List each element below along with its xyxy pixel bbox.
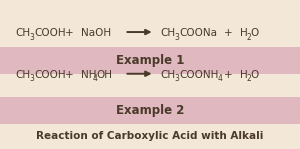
Text: 2: 2: [247, 74, 251, 83]
Text: Reaction of Carboxylic Acid with Alkali: Reaction of Carboxylic Acid with Alkali: [36, 131, 264, 141]
Text: CH: CH: [160, 69, 175, 80]
Text: +: +: [64, 69, 73, 80]
Text: COOH: COOH: [34, 28, 65, 38]
Text: 4: 4: [217, 74, 222, 83]
Bar: [0, 97, 300, 124]
Text: O: O: [250, 69, 259, 80]
Text: 2: 2: [247, 33, 251, 42]
Text: H: H: [240, 69, 248, 80]
Text: COONH: COONH: [179, 69, 219, 80]
Text: O: O: [250, 28, 259, 38]
Text: CH: CH: [15, 28, 30, 38]
Text: NaOH: NaOH: [81, 28, 111, 38]
Text: H: H: [240, 28, 248, 38]
Text: COONa: COONa: [179, 28, 218, 38]
Text: COOH: COOH: [34, 69, 65, 80]
Text: +: +: [224, 28, 232, 38]
Text: Example 2: Example 2: [116, 104, 184, 117]
Text: NH: NH: [81, 69, 97, 80]
Text: CH: CH: [160, 28, 175, 38]
Text: 4: 4: [92, 74, 97, 83]
Text: Example 1: Example 1: [116, 54, 184, 67]
Text: 3: 3: [29, 74, 34, 83]
Bar: [0, 47, 300, 74]
Text: +: +: [64, 28, 73, 38]
Text: OH: OH: [97, 69, 112, 80]
Text: +: +: [224, 69, 232, 80]
Text: CH: CH: [15, 69, 30, 80]
Text: 3: 3: [175, 74, 179, 83]
Text: 3: 3: [29, 33, 34, 42]
Text: 3: 3: [175, 33, 179, 42]
